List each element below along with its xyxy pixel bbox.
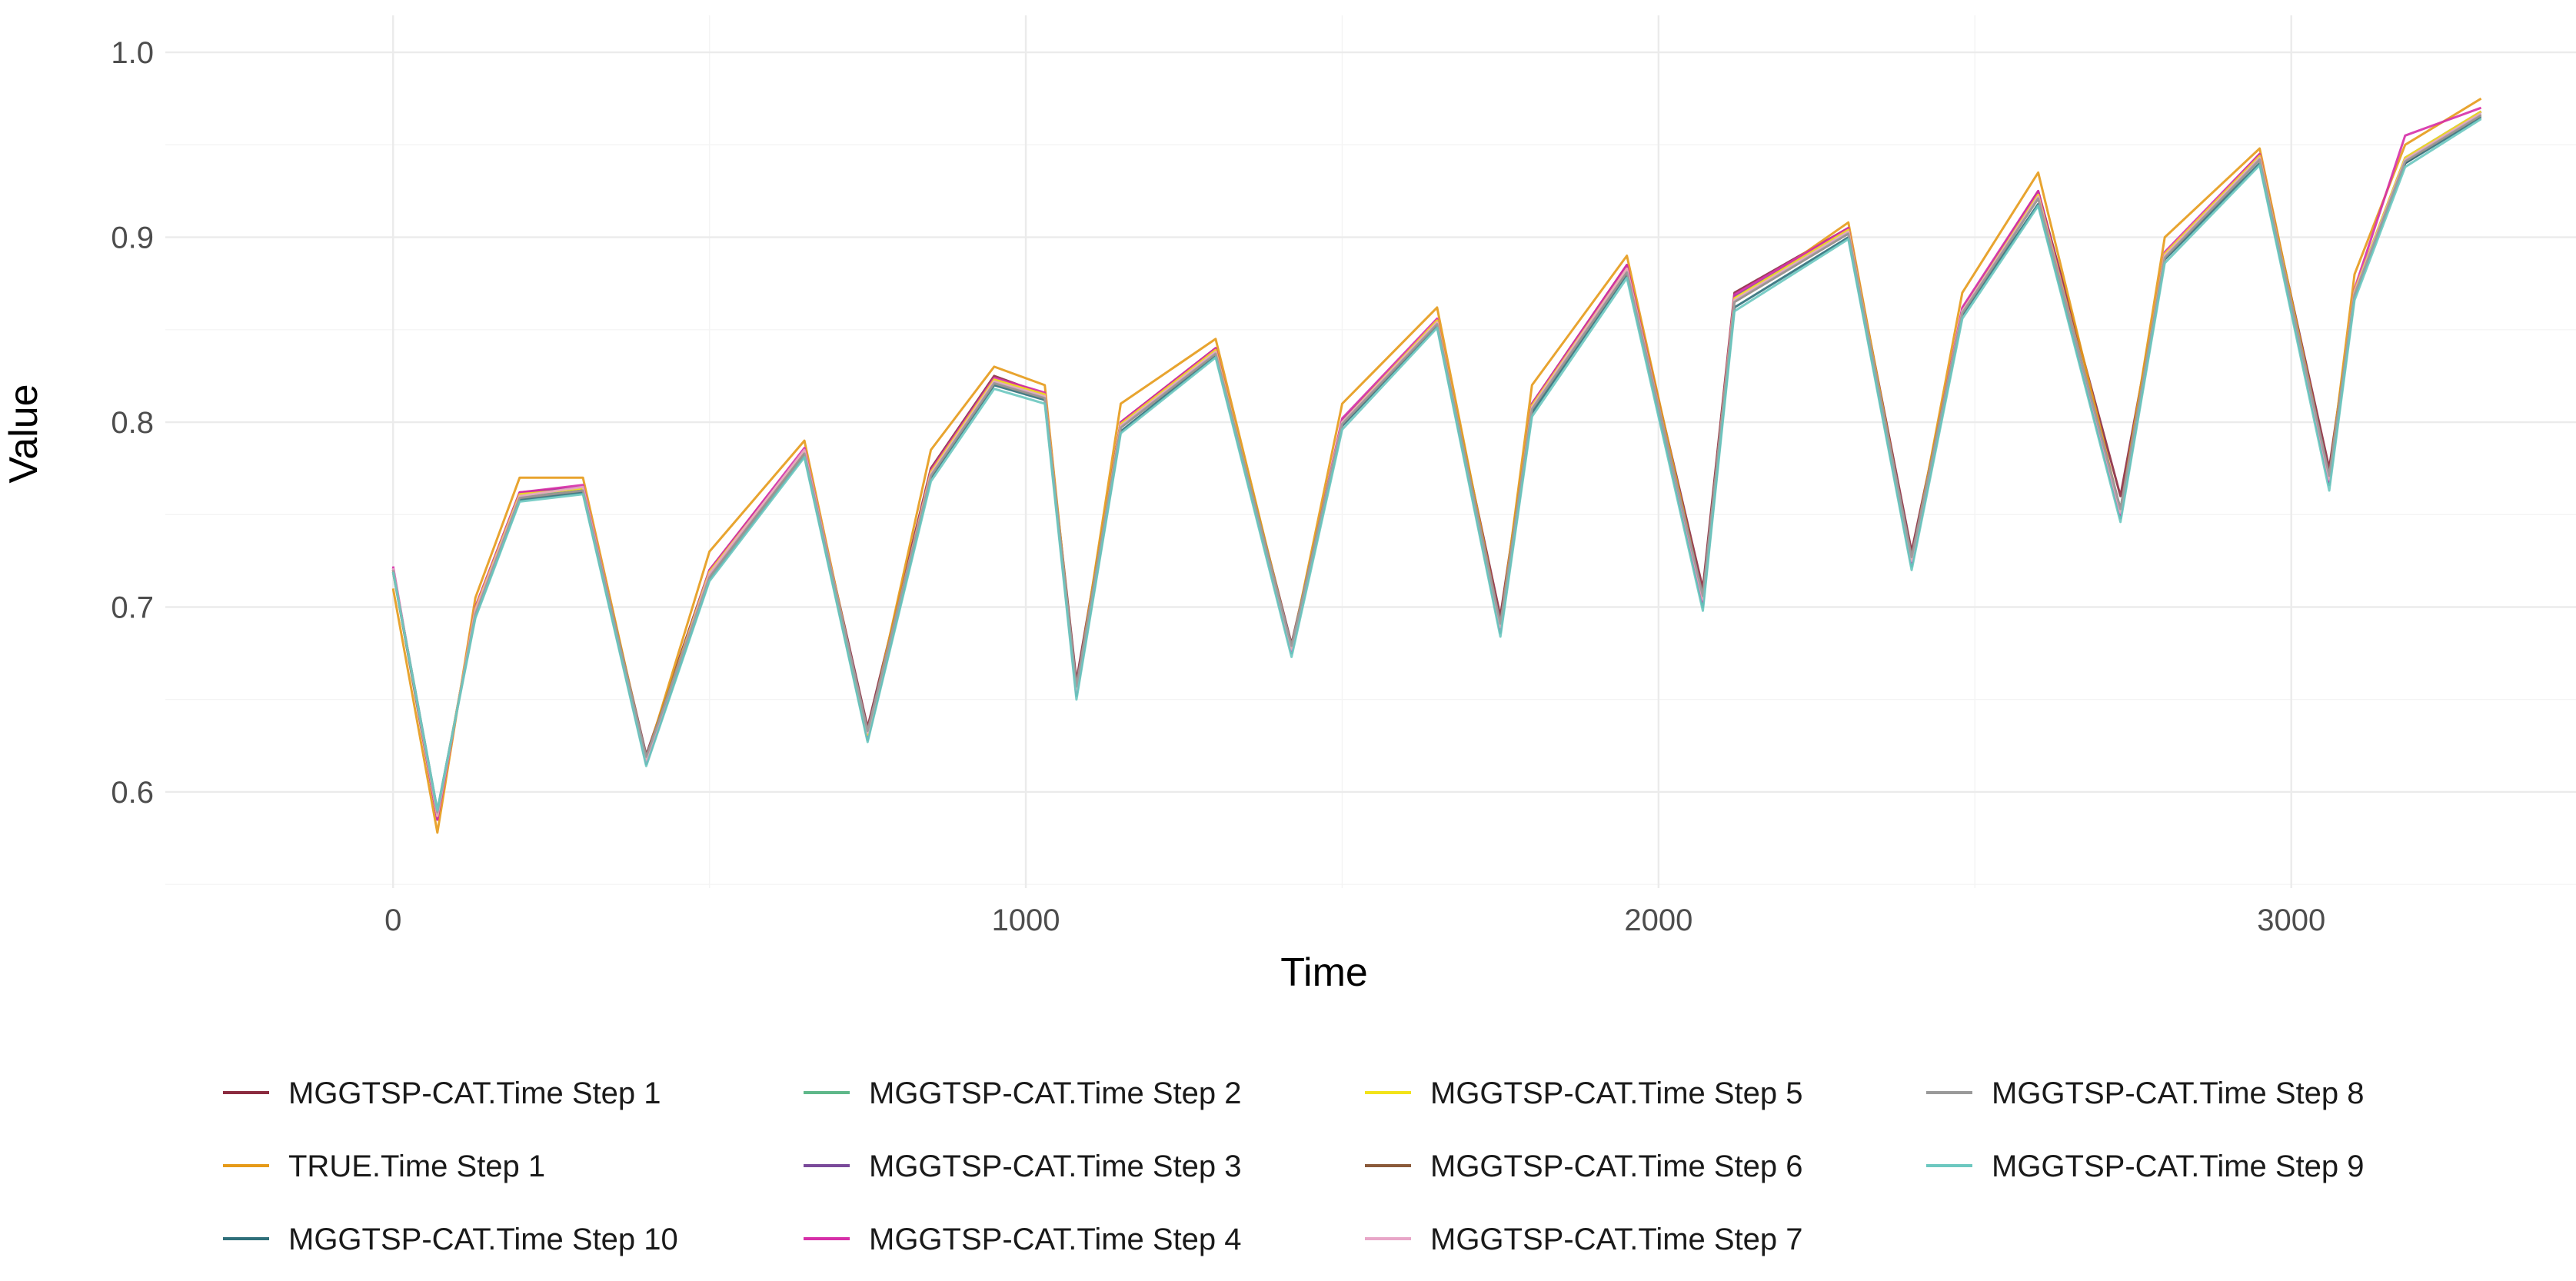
- legend-item: MGGTSP-CAT.Time Step 2: [804, 1076, 1242, 1110]
- legend-label: MGGTSP-CAT.Time Step 10: [288, 1223, 678, 1256]
- legend-item: MGGTSP-CAT.Time Step 4: [804, 1223, 1242, 1256]
- series-line: [391, 112, 2482, 816]
- legend-item: MGGTSP-CAT.Time Step 7: [1365, 1223, 1803, 1256]
- series-lines: [391, 97, 2482, 834]
- legend-item: TRUE.Time Step 1: [223, 1150, 545, 1183]
- legend-label: MGGTSP-CAT.Time Step 7: [1430, 1223, 1803, 1256]
- series-line: [391, 97, 2482, 834]
- legend-label: MGGTSP-CAT.Time Step 6: [1430, 1150, 1803, 1183]
- legend-label: MGGTSP-CAT.Time Step 4: [869, 1223, 1242, 1256]
- legend-label: MGGTSP-CAT.Time Step 1: [288, 1076, 661, 1110]
- tick-labels: 0 1000 2000 3000 0.6 0.7 0.8 0.9 1.0: [111, 36, 2325, 937]
- series-line: [391, 106, 2482, 821]
- grid-lines: [165, 15, 2576, 888]
- x-tick-label: 3000: [2257, 903, 2325, 937]
- y-tick-label: 0.9: [111, 221, 154, 255]
- x-axis-title: Time: [1280, 950, 1368, 995]
- series-line: [391, 112, 2482, 817]
- legend-item: MGGTSP-CAT.Time Step 1: [223, 1076, 661, 1110]
- series-line: [391, 114, 2482, 816]
- series-line: [391, 110, 2482, 821]
- legend-label: MGGTSP-CAT.Time Step 9: [1992, 1150, 2365, 1183]
- legend-label: MGGTSP-CAT.Time Step 8: [1992, 1076, 2365, 1110]
- x-tick-label: 0: [384, 903, 401, 937]
- series-line: [391, 114, 2482, 814]
- series-line: [391, 110, 2482, 817]
- legend-item: MGGTSP-CAT.Time Step 5: [1365, 1076, 1803, 1110]
- y-tick-label: 1.0: [111, 36, 154, 70]
- x-tick-label: 2000: [1624, 903, 1692, 937]
- x-tick-label: 1000: [992, 903, 1060, 937]
- legend-label: MGGTSP-CAT.Time Step 2: [869, 1076, 1242, 1110]
- legend-item: MGGTSP-CAT.Time Step 8: [1926, 1076, 2365, 1110]
- y-tick-label: 0.6: [111, 776, 154, 810]
- series-line: [391, 116, 2482, 812]
- legend-label: TRUE.Time Step 1: [288, 1150, 545, 1183]
- legend-label: MGGTSP-CAT.Time Step 5: [1430, 1076, 1803, 1110]
- y-tick-label: 0.8: [111, 406, 154, 440]
- legend-label: MGGTSP-CAT.Time Step 3: [869, 1150, 1242, 1183]
- legend-item: MGGTSP-CAT.Time Step 6: [1365, 1150, 1803, 1183]
- legend-item: MGGTSP-CAT.Time Step 3: [804, 1150, 1242, 1183]
- legend-item: MGGTSP-CAT.Time Step 10: [223, 1223, 678, 1256]
- legend: MGGTSP-CAT.Time Step 1 TRUE.Time Step 1 MG…: [223, 1076, 2365, 1256]
- y-tick-label: 0.7: [111, 591, 154, 624]
- series-line: [391, 110, 2482, 820]
- y-axis-title: Value: [2, 384, 46, 483]
- legend-item: MGGTSP-CAT.Time Step 9: [1926, 1150, 2365, 1183]
- series-line: [391, 118, 2482, 812]
